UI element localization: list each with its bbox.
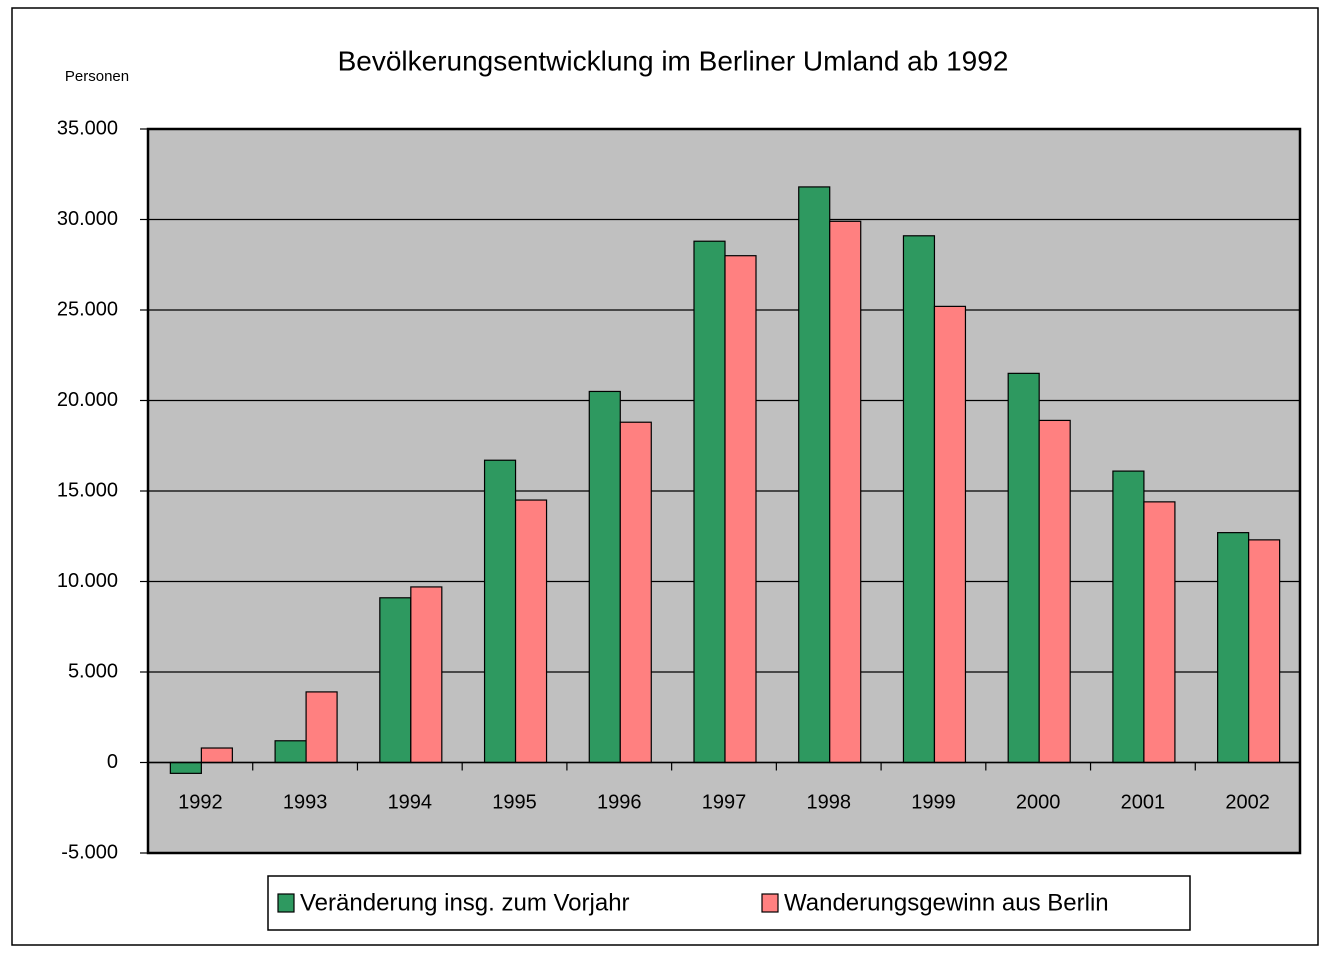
bar: [933, 305, 967, 764]
bar: [693, 240, 726, 764]
bar: [410, 586, 443, 764]
y-tick-label: -5.000: [61, 841, 118, 863]
plot-border: [146, 127, 1302, 855]
x-tick-label: 1996: [597, 791, 642, 813]
legend-label: Wanderungsgewinn aus Berlin: [784, 889, 1109, 916]
y-tick-label: 10.000: [57, 570, 118, 592]
x-tick-label: 1999: [911, 791, 956, 813]
bar: [619, 421, 652, 764]
x-tick-label: 1993: [283, 791, 328, 813]
y-tick-label: 25.000: [57, 298, 118, 320]
bar: [514, 499, 548, 764]
y-tick-label: 20.000: [57, 389, 118, 411]
x-tick-label: 1997: [702, 791, 747, 813]
bar: [305, 691, 338, 764]
chart-title: Bevölkerungsentwicklung im Berliner Umla…: [338, 45, 1009, 76]
bar: [829, 220, 862, 764]
bar: [1038, 419, 1071, 764]
y-axis-label: Personen: [65, 68, 129, 85]
bar: [379, 597, 412, 764]
y-tick-label: 35.000: [57, 117, 118, 139]
legend-label: Veränderung insg. zum Vorjahr: [300, 889, 630, 916]
y-tick-label: 15.000: [57, 479, 118, 501]
bar: [169, 761, 202, 774]
legend-swatch: [761, 893, 779, 913]
bar: [200, 747, 233, 764]
bar: [1112, 470, 1145, 764]
bar: [1248, 539, 1281, 764]
x-tick-label: 1998: [806, 791, 851, 813]
bar: [274, 740, 307, 764]
x-tick-label: 1995: [492, 791, 537, 813]
x-tick-label: 2001: [1121, 791, 1166, 813]
bar: [1217, 532, 1250, 764]
bar: [724, 255, 757, 764]
bar: [798, 186, 831, 764]
y-tick-label: 30.000: [57, 208, 118, 230]
y-tick-label: 0: [107, 751, 118, 773]
x-tick-label: 1992: [178, 791, 223, 813]
x-tick-label: 2002: [1225, 791, 1270, 813]
bar: [588, 390, 621, 764]
bar: [1143, 501, 1176, 764]
bar: [902, 235, 936, 764]
bar: [1007, 372, 1040, 764]
legend-box: [267, 875, 1191, 931]
x-tick-label: 1994: [388, 791, 433, 813]
legend-swatch: [277, 893, 295, 913]
y-tick-label: 5.000: [68, 660, 118, 682]
bar: [483, 459, 517, 764]
x-tick-label: 2000: [1016, 791, 1061, 813]
